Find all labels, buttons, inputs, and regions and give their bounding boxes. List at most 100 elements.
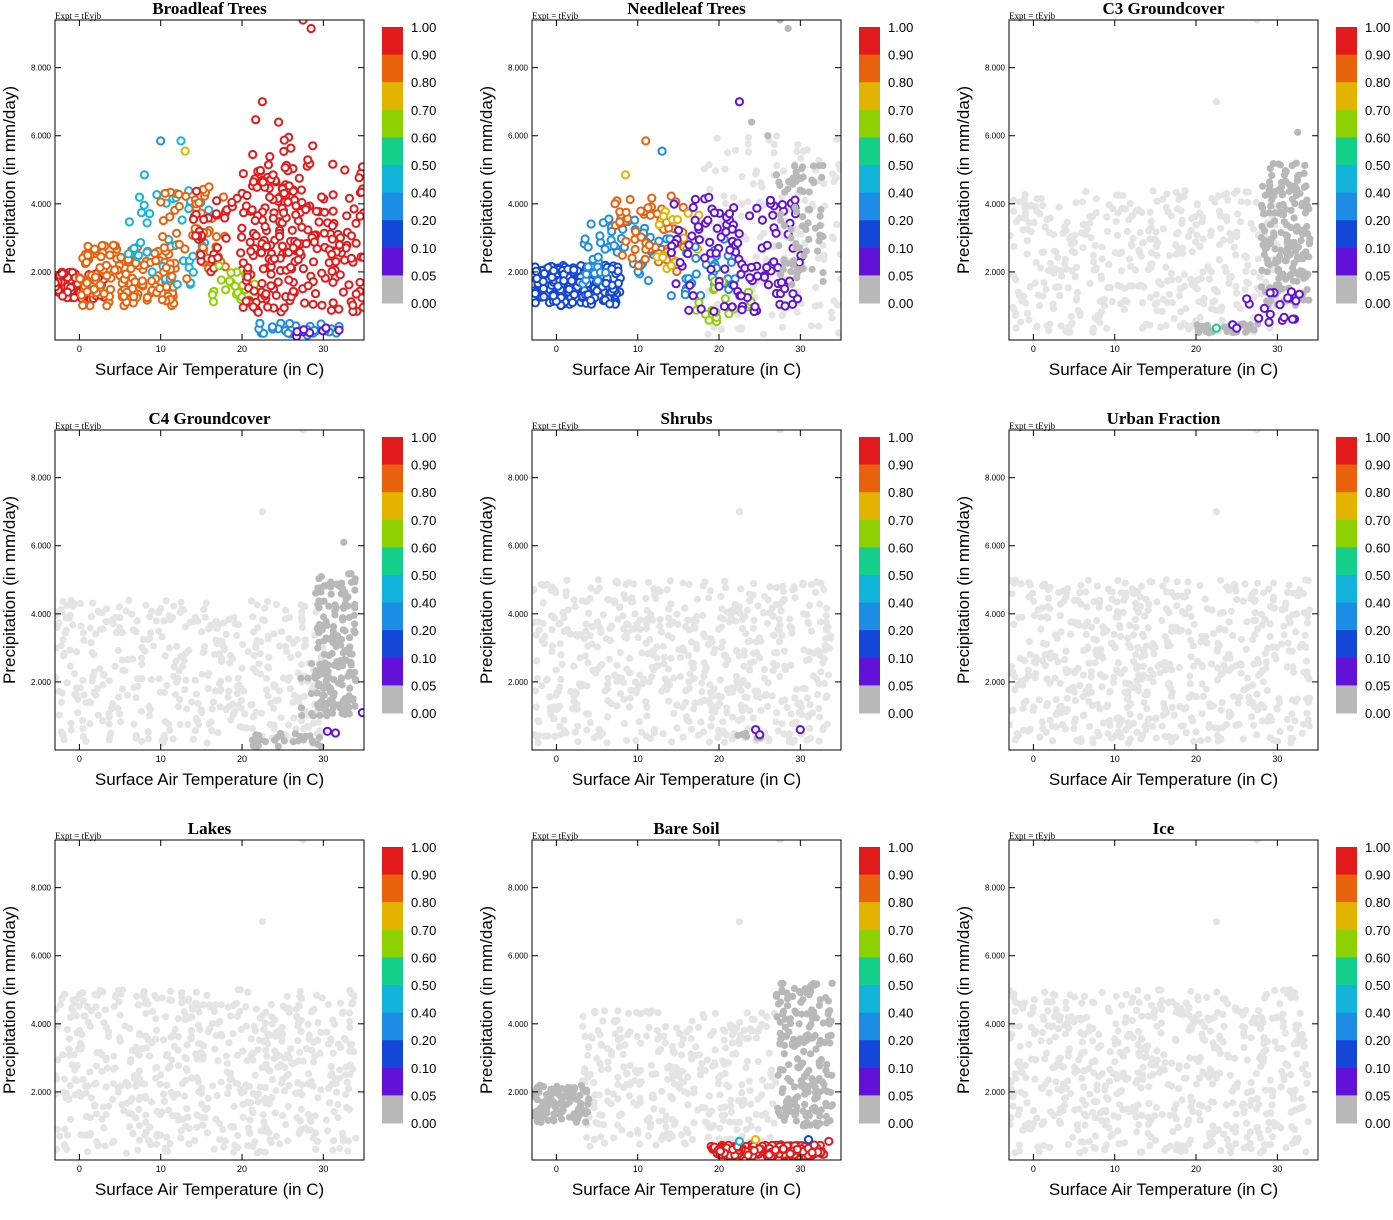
data-point <box>259 616 266 623</box>
data-point <box>1277 728 1284 735</box>
data-point <box>1168 212 1175 219</box>
data-point <box>1259 621 1266 628</box>
data-point <box>606 596 613 603</box>
colorbar-label: 0.00 <box>411 1116 436 1131</box>
data-point <box>188 1033 195 1040</box>
x-tick-label: 20 <box>714 754 724 764</box>
data-point <box>266 1067 273 1074</box>
data-point <box>279 1024 286 1031</box>
data-point <box>254 601 261 608</box>
colorbar-label: 0.60 <box>411 130 436 145</box>
data-point <box>1069 248 1076 255</box>
data-point <box>1280 623 1287 630</box>
data-point <box>1295 190 1302 197</box>
data-point <box>769 692 776 699</box>
data-point <box>817 222 824 229</box>
data-point <box>784 260 791 267</box>
data-point <box>1122 579 1129 586</box>
data-point <box>285 276 292 283</box>
data-point <box>1194 201 1201 208</box>
data-point <box>257 167 264 174</box>
data-point <box>264 664 271 671</box>
data-point <box>1117 300 1124 307</box>
colorbar-swatch <box>859 575 880 603</box>
data-point <box>717 676 724 683</box>
data-point <box>344 1148 351 1155</box>
data-point <box>160 1036 167 1043</box>
data-point <box>718 233 725 240</box>
data-point <box>272 1033 279 1040</box>
data-point <box>213 210 220 217</box>
data-point <box>264 693 271 700</box>
data-point <box>163 1052 170 1059</box>
data-point <box>658 628 665 635</box>
colorbar-label: 0.00 <box>1365 296 1390 311</box>
y-tick-label: 2.000 <box>31 678 52 687</box>
data-point <box>736 603 743 610</box>
colorbar-label: 0.90 <box>1365 48 1390 63</box>
data-point <box>298 1081 305 1088</box>
colorbar-swatch <box>859 603 880 631</box>
data-point <box>1263 298 1270 305</box>
data-point <box>117 1038 124 1045</box>
data-point <box>689 1136 696 1143</box>
data-point <box>282 1121 289 1128</box>
data-point <box>765 737 772 744</box>
data-point <box>275 278 282 285</box>
data-point <box>1097 671 1104 678</box>
data-point <box>276 643 283 650</box>
data-point <box>335 1114 342 1121</box>
data-point <box>177 137 184 144</box>
data-point <box>551 586 558 593</box>
x-tick-label: 20 <box>1191 344 1201 354</box>
data-point <box>360 304 367 311</box>
data-point <box>1242 329 1249 336</box>
data-point <box>701 254 708 261</box>
data-point <box>1219 699 1226 706</box>
y-tick-label: 8.000 <box>508 474 529 483</box>
data-point <box>1200 235 1207 242</box>
data-point <box>1231 243 1238 250</box>
data-point <box>608 700 615 707</box>
data-point <box>225 1039 232 1046</box>
colorbar: 1.000.900.800.700.600.500.400.200.100.05… <box>859 430 913 721</box>
colorbar-swatch <box>382 275 403 303</box>
data-point <box>594 277 601 284</box>
data-point <box>84 1003 91 1010</box>
data-point <box>236 1008 243 1015</box>
colorbar-swatch <box>382 1040 403 1068</box>
points-layer <box>51 836 359 1156</box>
data-point <box>146 712 153 719</box>
data-point <box>1025 579 1032 586</box>
colorbar-label: 0.90 <box>411 458 436 473</box>
data-point <box>262 1100 269 1107</box>
data-point <box>1112 613 1119 620</box>
data-point <box>136 194 143 201</box>
data-point <box>820 586 827 593</box>
data-point <box>729 688 736 695</box>
data-point <box>1115 669 1122 676</box>
data-point <box>566 286 573 293</box>
data-point <box>1194 321 1201 328</box>
data-point <box>167 988 174 995</box>
data-point <box>279 1112 286 1119</box>
data-point <box>819 233 826 240</box>
data-point <box>1208 228 1215 235</box>
colorbar-swatch <box>1336 520 1357 548</box>
data-point <box>305 1021 312 1028</box>
data-point <box>159 296 166 303</box>
data-point <box>258 710 265 717</box>
data-point <box>1164 277 1171 284</box>
data-point <box>1095 732 1102 739</box>
data-point <box>222 1137 229 1144</box>
data-point <box>258 280 265 287</box>
data-point <box>79 725 86 732</box>
data-point <box>715 692 722 699</box>
data-point <box>1268 172 1275 179</box>
data-point <box>668 193 675 200</box>
data-point <box>561 727 568 734</box>
data-point <box>225 703 232 710</box>
data-point <box>682 291 689 298</box>
data-point <box>1075 597 1082 604</box>
data-point <box>739 707 746 714</box>
